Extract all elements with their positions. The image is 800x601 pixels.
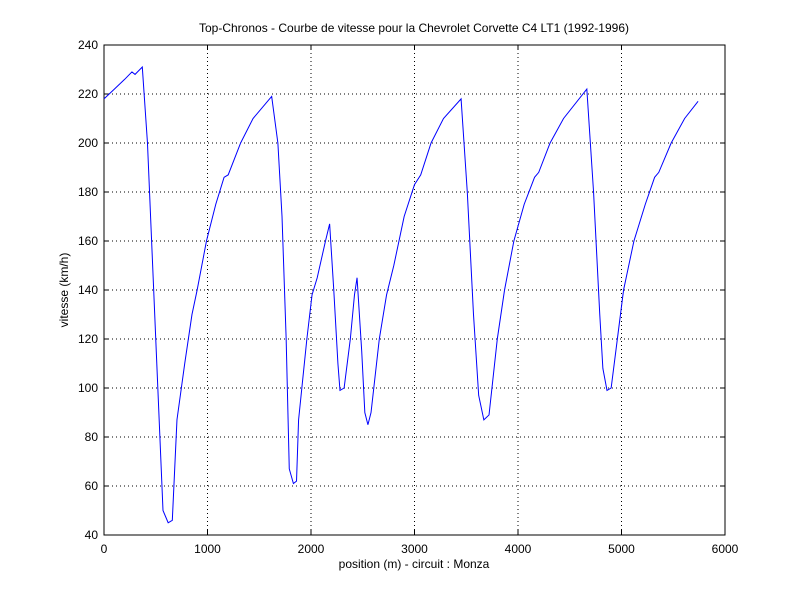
y-tick-label: 160 — [78, 234, 98, 248]
y-tick-label: 100 — [78, 381, 98, 395]
y-tick-label: 120 — [78, 332, 98, 346]
data-line — [103, 65, 699, 524]
y-tick-label: 40 — [85, 528, 99, 542]
x-tick-label: 3000 — [401, 542, 428, 556]
x-tick-label: 1000 — [194, 542, 221, 556]
x-tick-label: 6000 — [712, 542, 739, 556]
y-tick-label: 180 — [78, 185, 98, 199]
x-tick-label: 5000 — [608, 542, 635, 556]
x-axis-label: position (m) - circuit : Monza — [339, 557, 490, 571]
y-tick-label: 80 — [85, 430, 99, 444]
chart-title: Top-Chronos - Courbe de vitesse pour la … — [199, 21, 629, 35]
plot-frame — [103, 44, 726, 536]
x-tick-label: 2000 — [298, 542, 325, 556]
y-tick-label: 220 — [78, 87, 98, 101]
x-tick-label: 0 — [101, 542, 108, 556]
x-tick-label: 4000 — [505, 542, 532, 556]
y-tick-label: 200 — [78, 136, 98, 150]
y-tick-label: 240 — [78, 38, 98, 52]
y-tick-label: 140 — [78, 283, 98, 297]
y-tick-label: 60 — [85, 479, 99, 493]
y-axis-label: vitesse (km/h) — [57, 253, 71, 328]
